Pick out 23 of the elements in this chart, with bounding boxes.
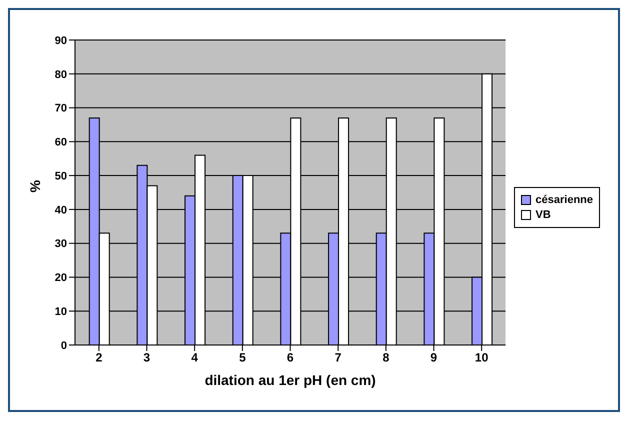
x-tick-label: 3	[143, 350, 150, 365]
y-tick-label: 40	[54, 204, 67, 216]
x-tick-label: 5	[239, 350, 246, 365]
y-tick-label: 10	[54, 306, 67, 318]
x-tick-label: 9	[430, 350, 438, 365]
y-tick-label: 0	[60, 340, 67, 352]
y-tick-label: 70	[54, 102, 67, 115]
x-axis-title: dilation au 1er pH (en cm)	[204, 372, 376, 388]
y-tick-label: 60	[54, 136, 67, 149]
x-tick-label: 6	[286, 350, 294, 365]
x-tick-label: 7	[334, 350, 342, 365]
legend-label: césarienne	[534, 194, 593, 206]
x-tick-label: 2	[96, 350, 103, 365]
legend-label: VB	[534, 209, 552, 221]
y-tick-label: 20	[54, 272, 67, 284]
y-tick-label: 50	[54, 170, 67, 182]
x-tick-label: 4	[191, 350, 198, 365]
x-tick-label: 8	[382, 350, 390, 365]
y-tick-label: 80	[54, 68, 67, 81]
x-tick-label: 10	[474, 350, 489, 365]
y-tick-label: 90	[54, 34, 67, 47]
y-axis-title: %	[26, 180, 43, 192]
y-tick-label: 30	[54, 238, 67, 250]
